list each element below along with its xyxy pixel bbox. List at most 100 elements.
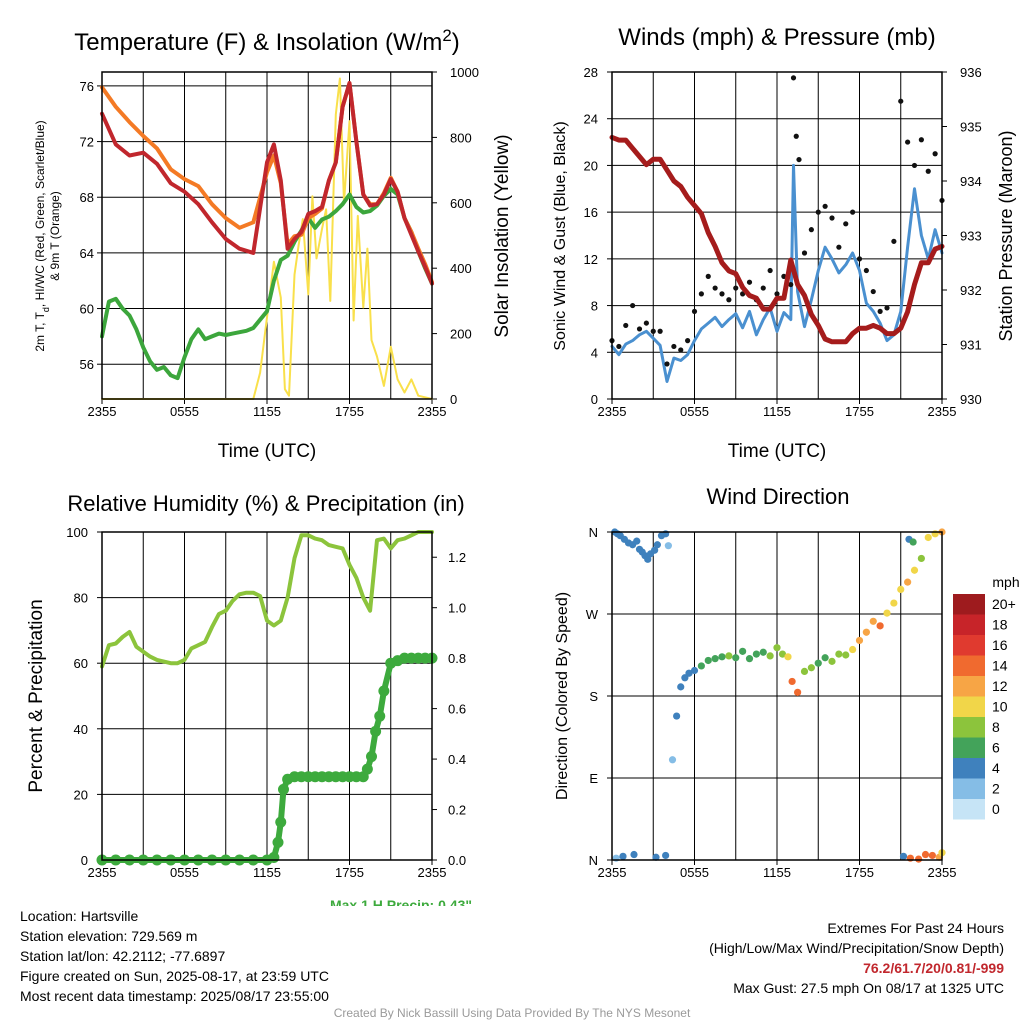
- precip-point: [272, 836, 284, 848]
- chart-title: Temperature (F) & Insolation (W/m2): [74, 26, 459, 57]
- y-tick-label: 40: [74, 722, 88, 737]
- direction-point: [697, 662, 705, 670]
- y-tick-label: N: [589, 853, 598, 868]
- y2-tick-label: 931: [960, 338, 982, 353]
- gust-point: [884, 305, 890, 311]
- y-tick-label: N: [589, 525, 598, 540]
- direction-point: [653, 541, 661, 549]
- x-tick-label: 2355: [598, 404, 627, 419]
- colorbar-label: 0: [992, 801, 1000, 817]
- direction-point: [704, 656, 712, 665]
- direction-point: [668, 756, 677, 764]
- direction-point: [842, 651, 850, 659]
- chart-title: Winds (mph) & Pressure (mb): [618, 24, 935, 51]
- x-tick-label: 0555: [680, 404, 709, 419]
- gust-point: [733, 285, 739, 291]
- direction-point: [835, 650, 843, 658]
- y-axis-label: 2m T, Td, HI/WC (Red, Green, Scarlet/Blu…: [33, 120, 51, 351]
- direction-point: [890, 599, 898, 607]
- y-tick-label: 64: [80, 246, 94, 261]
- station-info: Location: Hartsville Station elevation: …: [20, 906, 329, 1006]
- y-tick-label: 0: [81, 853, 88, 868]
- colorbar-swatch: [953, 635, 985, 656]
- y2-tick-label: 930: [960, 392, 982, 407]
- y-tick-label: 0: [591, 392, 598, 407]
- colorbar-label: 18: [992, 617, 1008, 633]
- colorbar-title: mph: [992, 574, 1019, 590]
- x-tick-label: 1155: [763, 404, 791, 419]
- temp-2m-line: [100, 81, 434, 286]
- figure-created: Figure created on Sun, 2025-08-17, at 23…: [20, 968, 329, 984]
- gust-point: [836, 244, 842, 250]
- x-tick-label: 0555: [680, 865, 709, 880]
- gust-point: [905, 139, 911, 145]
- y-tick-label: 72: [80, 135, 94, 150]
- panel-2: 2355 0555 1155 1755 23550204060801000.00.20.…: [66, 525, 466, 880]
- gust-point: [911, 162, 918, 169]
- y2-tick-label: 1.0: [448, 601, 466, 616]
- direction-point: [644, 555, 652, 563]
- y2-tick-label: 400: [450, 261, 472, 276]
- recent-timestamp: Most recent data timestamp: 2025/08/17 2…: [20, 988, 329, 1004]
- gust-point: [746, 279, 753, 285]
- panel-0: 2355 0555 1155 1755 2355 56 60 64 68 72 76 0 200 400 6…: [80, 65, 479, 419]
- y-tick-label: E: [589, 771, 598, 786]
- direction-point: [784, 653, 792, 661]
- max-gust: Max Gust: 27.5 mph On 08/17 at 1325 UTC: [733, 980, 1004, 996]
- x-tick-label: 2355: [928, 865, 957, 880]
- direction-point: [855, 636, 864, 645]
- direction-point: [739, 647, 747, 655]
- direction-point: [662, 851, 670, 860]
- x-tick-label: 2355: [88, 404, 117, 419]
- direction-point: [732, 654, 740, 662]
- direction-point: [915, 855, 923, 863]
- gust-point: [719, 291, 725, 297]
- precip-point: [378, 685, 390, 697]
- y-tick-label: 80: [74, 591, 88, 606]
- colorbar-label: 2: [992, 781, 1000, 797]
- gust-point: [863, 267, 869, 274]
- x-tick-label: 1755: [335, 865, 364, 880]
- plot-border: [101, 531, 433, 861]
- y2-tick-label: 936: [960, 65, 982, 80]
- y-axis-label: Direction (Colored By Speed): [554, 592, 571, 800]
- colorbar-swatch: [953, 655, 985, 676]
- y2-axis-label: Solar Insolation (Yellow): [492, 134, 513, 337]
- gust-point: [898, 98, 904, 104]
- x-axis-label: Time (UTC): [728, 441, 827, 462]
- direction-point: [794, 688, 802, 696]
- y-tick-label: 76: [80, 79, 94, 94]
- direction-point: [924, 533, 932, 542]
- x-tick-label: 2355: [418, 404, 447, 419]
- x-tick-label: 2355: [928, 404, 957, 419]
- y2-axis-label: Station Pressure (Maroon): [996, 130, 1016, 341]
- x-tick-label: 1155: [253, 865, 281, 880]
- precip-point: [374, 710, 386, 722]
- colorbar-label: 10: [992, 699, 1008, 715]
- direction-point: [821, 654, 829, 662]
- direction-point: [759, 648, 767, 656]
- direction-point: [814, 659, 822, 667]
- direction-point: [909, 538, 917, 546]
- colorbar-swatch: [953, 799, 985, 820]
- direction-point: [800, 667, 809, 676]
- credit-footer: Created By Nick Bassill Using Data Provi…: [333, 1006, 691, 1020]
- direction-point: [718, 653, 726, 661]
- panel-1: 2355 0555 1155 1755 235504812162024289309319…: [584, 65, 982, 419]
- x-tick-label: 1755: [845, 865, 874, 880]
- colorbar: mph 20+ 18 16 14 12 10 8 6 4 2 0: [953, 574, 1020, 820]
- extremes-panel: Extremes For Past 24 Hours (High/Low/Max…: [709, 918, 1004, 998]
- colorbar-swatch: [953, 717, 985, 738]
- x-tick-label: 2355: [88, 865, 117, 880]
- gust-point: [650, 328, 656, 334]
- direction-point: [633, 537, 641, 545]
- direction-point: [910, 566, 919, 574]
- gust-point: [623, 322, 629, 329]
- y2-tick-label: 0.2: [448, 803, 466, 818]
- y2-tick-label: 935: [960, 120, 982, 135]
- gust-point: [843, 221, 849, 227]
- direction-point: [677, 683, 685, 691]
- gust-point: [678, 347, 684, 353]
- direction-point: [917, 554, 925, 563]
